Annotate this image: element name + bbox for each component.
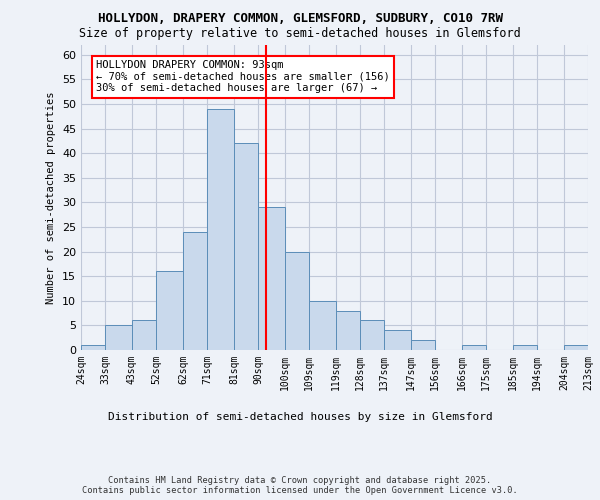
- Y-axis label: Number of semi-detached properties: Number of semi-detached properties: [46, 91, 56, 304]
- Bar: [309, 301, 336, 350]
- Bar: [513, 345, 537, 350]
- Text: HOLLYDON DRAPERY COMMON: 93sqm
← 70% of semi-detached houses are smaller (156)
3: HOLLYDON DRAPERY COMMON: 93sqm ← 70% of …: [96, 60, 390, 94]
- Bar: [384, 330, 411, 350]
- Text: Contains HM Land Registry data © Crown copyright and database right 2025.
Contai: Contains HM Land Registry data © Crown c…: [82, 476, 518, 495]
- Bar: [183, 232, 207, 350]
- Text: Distribution of semi-detached houses by size in Glemsford: Distribution of semi-detached houses by …: [107, 412, 493, 422]
- Bar: [132, 320, 156, 350]
- Bar: [234, 144, 258, 350]
- Bar: [285, 252, 309, 350]
- Bar: [207, 109, 234, 350]
- Bar: [105, 326, 132, 350]
- Text: Size of property relative to semi-detached houses in Glemsford: Size of property relative to semi-detach…: [79, 28, 521, 40]
- Bar: [258, 208, 285, 350]
- Bar: [360, 320, 384, 350]
- Bar: [462, 345, 486, 350]
- Bar: [156, 272, 183, 350]
- Text: HOLLYDON, DRAPERY COMMON, GLEMSFORD, SUDBURY, CO10 7RW: HOLLYDON, DRAPERY COMMON, GLEMSFORD, SUD…: [97, 12, 503, 26]
- Bar: [336, 310, 360, 350]
- Bar: [564, 345, 588, 350]
- Bar: [81, 345, 105, 350]
- Bar: [411, 340, 435, 350]
